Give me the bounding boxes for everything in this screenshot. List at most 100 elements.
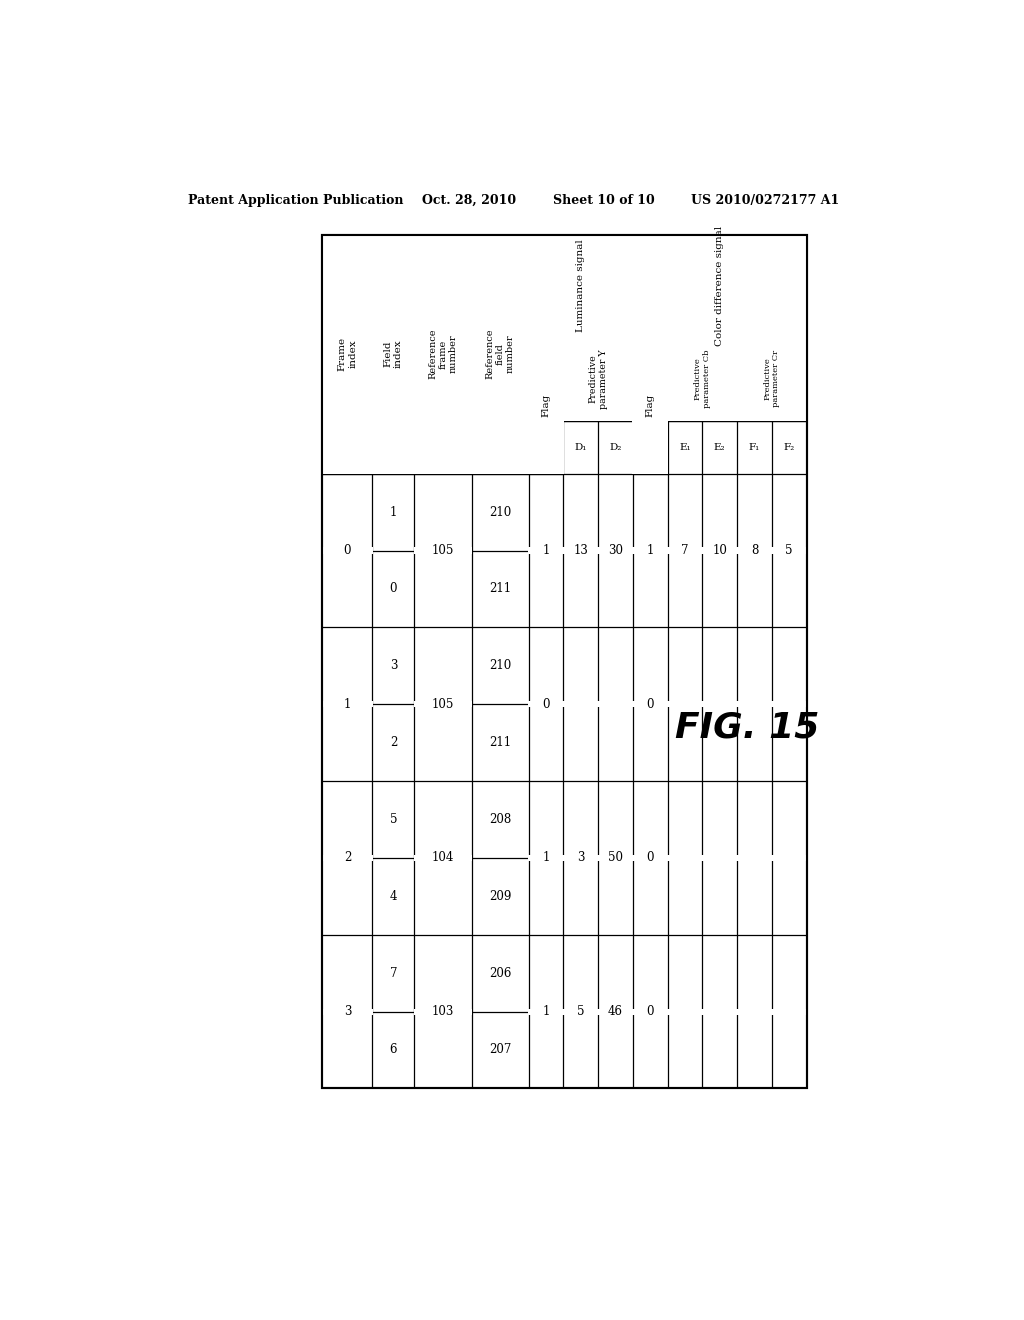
Text: Flag: Flag <box>542 393 551 417</box>
Bar <box>632 855 669 861</box>
Bar <box>771 548 807 553</box>
Bar <box>596 337 600 421</box>
Text: 2: 2 <box>390 737 397 750</box>
Bar <box>323 235 373 474</box>
Text: 0: 0 <box>543 698 550 710</box>
Text: Predictive
parameter Cr: Predictive parameter Cr <box>763 350 780 408</box>
Text: E₁: E₁ <box>679 442 691 451</box>
Text: 0: 0 <box>646 698 654 710</box>
Text: 7: 7 <box>681 544 689 557</box>
Bar <box>528 548 564 553</box>
Text: 46: 46 <box>608 1005 623 1018</box>
Bar <box>771 1008 807 1015</box>
Text: 1: 1 <box>390 506 397 519</box>
Text: 3: 3 <box>390 659 397 672</box>
Text: 0: 0 <box>390 582 397 595</box>
Text: 210: 210 <box>489 659 511 672</box>
Bar <box>528 1008 564 1015</box>
Text: 8: 8 <box>751 544 758 557</box>
Text: US 2010/0272177 A1: US 2010/0272177 A1 <box>691 194 840 207</box>
Text: 5: 5 <box>390 813 397 826</box>
Text: 210: 210 <box>489 506 511 519</box>
Bar <box>701 855 738 861</box>
Bar <box>736 701 772 708</box>
Text: Flag: Flag <box>646 393 654 417</box>
Bar <box>736 855 772 861</box>
Bar <box>737 337 807 421</box>
Bar <box>415 235 471 474</box>
Text: 211: 211 <box>489 582 511 595</box>
Text: E₂: E₂ <box>714 442 726 451</box>
Text: Color difference signal: Color difference signal <box>715 226 724 346</box>
Text: Patent Application Publication: Patent Application Publication <box>187 194 403 207</box>
Text: 1: 1 <box>344 698 351 710</box>
Bar <box>633 235 807 337</box>
Text: F₂: F₂ <box>783 442 795 451</box>
Text: 10: 10 <box>713 544 727 557</box>
Bar <box>597 548 634 553</box>
Bar <box>666 235 670 337</box>
Bar <box>632 1008 669 1015</box>
Bar <box>414 855 472 861</box>
Bar <box>322 855 374 861</box>
Text: 103: 103 <box>432 1005 454 1018</box>
Text: Sheet 10 of 10: Sheet 10 of 10 <box>553 194 654 207</box>
Text: 0: 0 <box>344 544 351 557</box>
Text: 3: 3 <box>578 851 585 865</box>
Bar <box>322 1008 374 1015</box>
Bar <box>667 1008 703 1015</box>
Bar <box>597 855 634 861</box>
Text: 30: 30 <box>608 544 623 557</box>
Bar <box>596 235 600 337</box>
Bar <box>701 1008 738 1015</box>
Bar <box>700 235 705 337</box>
Bar <box>597 701 634 708</box>
Bar <box>414 1008 472 1015</box>
Bar <box>701 548 738 553</box>
Bar <box>668 337 737 421</box>
Text: 50: 50 <box>608 851 623 865</box>
Bar <box>563 337 633 421</box>
Text: 105: 105 <box>432 544 454 557</box>
Text: FIG. 15: FIG. 15 <box>675 710 819 744</box>
Bar <box>322 548 374 553</box>
Bar <box>769 235 774 337</box>
Bar <box>323 235 807 1089</box>
Text: 208: 208 <box>489 813 511 826</box>
Text: 1: 1 <box>646 544 654 557</box>
Bar <box>632 548 669 553</box>
Text: 207: 207 <box>488 1044 511 1056</box>
Text: 211: 211 <box>489 737 511 750</box>
Text: 0: 0 <box>646 1005 654 1018</box>
Text: 3: 3 <box>344 1005 351 1018</box>
Bar <box>736 1008 772 1015</box>
Bar <box>734 235 739 337</box>
Bar <box>561 235 566 337</box>
Text: 7: 7 <box>390 966 397 979</box>
Text: Reference
frame
number: Reference frame number <box>428 329 458 379</box>
Bar <box>632 701 669 708</box>
Text: 1: 1 <box>543 851 550 865</box>
Bar <box>323 235 807 1089</box>
Bar <box>528 855 564 861</box>
Text: 104: 104 <box>432 851 454 865</box>
Text: Luminance signal: Luminance signal <box>577 239 586 333</box>
Text: 13: 13 <box>573 544 588 557</box>
Bar <box>562 855 599 861</box>
Bar <box>562 701 599 708</box>
Text: Field
index: Field index <box>384 339 403 368</box>
Text: 1: 1 <box>543 544 550 557</box>
Text: Predictive
parameter Cb: Predictive parameter Cb <box>693 350 711 408</box>
Text: D₁: D₁ <box>574 442 587 451</box>
Bar <box>769 337 774 421</box>
Bar <box>667 855 703 861</box>
Text: 5: 5 <box>578 1005 585 1018</box>
Bar <box>528 235 633 337</box>
Text: Reference
field
number: Reference field number <box>485 329 515 379</box>
Text: Frame
index: Frame index <box>338 337 357 371</box>
Text: 0: 0 <box>646 851 654 865</box>
Bar <box>667 701 703 708</box>
Bar <box>597 1008 634 1015</box>
Bar <box>373 235 415 474</box>
Text: F₁: F₁ <box>749 442 760 451</box>
